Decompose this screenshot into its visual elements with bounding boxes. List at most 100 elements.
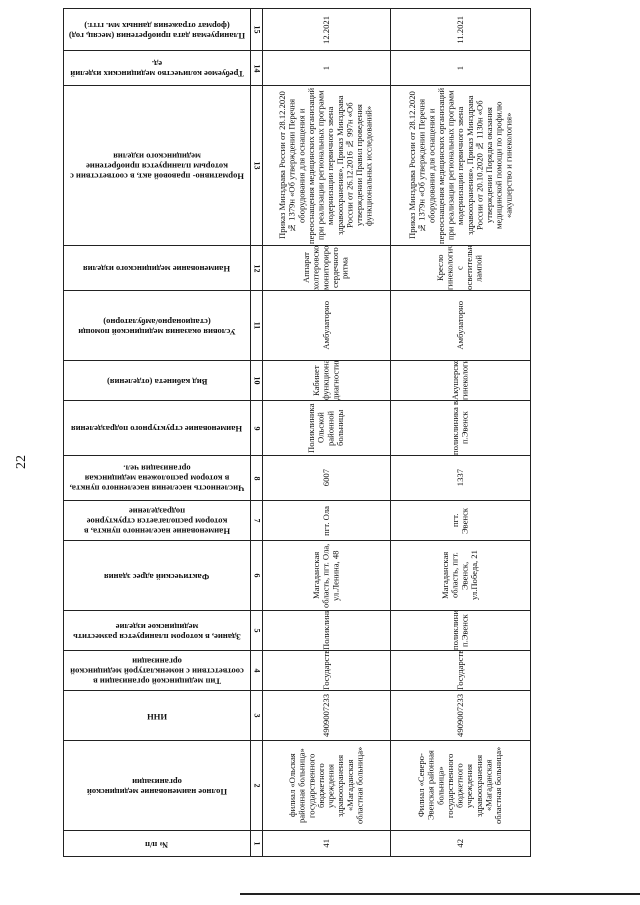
table-cell-col-14: 1 bbox=[390, 50, 531, 86]
column-number-10-text: 10 bbox=[252, 376, 261, 385]
table-cell-col-2-text: филиал «Ольская районная больница» госуд… bbox=[287, 746, 365, 825]
header-cell-15-text: Планируемая дата приобретения (месяц, го… bbox=[68, 20, 246, 41]
table-cell-col-15: 12.2021 bbox=[262, 8, 391, 51]
table-cell-col-7: пгт. Ола bbox=[262, 500, 391, 541]
table-cell-col-9-text: Поликлиника Ольской районной больницы bbox=[306, 403, 346, 453]
table-cell-col-5-text: Поликлиника bbox=[320, 610, 331, 650]
table-cell-col-2: филиал «Ольская районная больница» госуд… bbox=[262, 740, 391, 831]
table-cell-col-2-text: Филиал «Северо-Эвенская районная больниц… bbox=[416, 746, 504, 825]
header-cell-11-text: Условия оказания медицинской помощи (ста… bbox=[78, 316, 236, 337]
table-cell-col-3-text: 4909007233 bbox=[320, 694, 331, 737]
table-cell-col-12-text: Аппарат холтеровского мониторирования се… bbox=[301, 245, 350, 290]
table-cell-col-12: Аппарат холтеровского мониторирования се… bbox=[262, 245, 391, 291]
header-cell-14-text: Требуемое количество медицинских изделий… bbox=[70, 59, 244, 79]
header-cell-5-text: Здание, в котором планируется разместить… bbox=[73, 621, 241, 642]
column-number-14-text: 14 bbox=[252, 64, 261, 72]
table-cell-col-10-text: Акушерско-гинекологическое bbox=[449, 360, 470, 400]
header-cell-7: Наименование населенного пункта, в котор… bbox=[63, 500, 251, 541]
table-cell-col-4-text: Государственная bbox=[320, 650, 331, 690]
column-number-3-text: 3 bbox=[252, 713, 261, 718]
table-cell-col-13-text: Приказ Минздрава России от 28.12.2020 № … bbox=[406, 87, 513, 244]
header-cell-15: Планируемая дата приобретения (месяц, го… bbox=[63, 8, 251, 51]
table-cell-col-6: Магаданская область, пгт. Эвенск, ул.Поб… bbox=[390, 540, 531, 611]
table-cell-col-8-text: 6007 bbox=[320, 469, 331, 487]
header-cell-10-text: Вид кабинета (отделения) bbox=[106, 376, 208, 387]
table-cell-col-1-text: 42 bbox=[454, 839, 465, 848]
table-cell-col-13-text: Приказ Минздрава России от 28.12.2020 № … bbox=[277, 87, 374, 244]
column-number-11-text: 11 bbox=[252, 321, 261, 330]
table-cell-col-10-text: Кабинет функциональной диагностики bbox=[311, 360, 341, 400]
table-cell-col-8: 6007 bbox=[262, 455, 391, 501]
table-cell-col-15: 11.2021 bbox=[390, 8, 531, 51]
column-number-5-text: 5 bbox=[252, 628, 261, 633]
table-cell-col-9: поликлиника в п.Эвенск bbox=[390, 400, 531, 456]
header-cell-8: Численность населения населенного пункта… bbox=[63, 455, 251, 501]
table-cell-col-10: Акушерско-гинекологическое bbox=[390, 360, 531, 401]
table-cell-col-15-text: 11.2021 bbox=[454, 15, 465, 44]
table-cell-col-6-text: Магаданская область, пгт. Ола, ул.Ленина… bbox=[311, 543, 341, 608]
column-number-4-text: 4 bbox=[252, 668, 261, 673]
table-cell-col-4: Государственная bbox=[262, 650, 391, 691]
table-cell-col-5: Поликлиника bbox=[262, 610, 391, 651]
table-cell-col-1-text: 41 bbox=[320, 839, 331, 848]
table-cell-col-11: Амбулаторно bbox=[262, 290, 391, 361]
table-cell-col-4: Государственная bbox=[390, 650, 531, 691]
table-cell-col-3: 4909007233 bbox=[262, 690, 391, 741]
table-cell-col-14-text: 1 bbox=[320, 65, 331, 71]
header-cell-3-text: ИНН bbox=[146, 711, 168, 722]
table-cell-col-7-text: пгт. Эвенск bbox=[449, 507, 470, 534]
header-cell-8-text: Численность населения населенного пункта… bbox=[69, 464, 245, 494]
table-cell-col-9: Поликлиника Ольской районной больницы bbox=[262, 400, 391, 456]
header-cell-11: Условия оказания медицинской помощи (ста… bbox=[63, 290, 251, 361]
table-cell-col-11-text: Амбулаторно bbox=[454, 301, 465, 350]
header-cell-12-text: Наименование медицинского изделия bbox=[83, 263, 231, 274]
table-cell-col-12-text: Кресло гинекологическое с осветительной … bbox=[435, 245, 484, 290]
column-number-12-text: 12 bbox=[252, 264, 261, 272]
column-number-8-text: 8 bbox=[252, 476, 261, 480]
table-cell-col-15-text: 12.2021 bbox=[320, 15, 331, 44]
table-cell-col-1: 42 bbox=[390, 830, 531, 857]
header-cell-7-text: Наименование населенного пункта, в котор… bbox=[83, 506, 231, 537]
table-cell-col-13: Приказ Минздрава России от 28.12.2020 № … bbox=[390, 85, 531, 246]
table-cell-col-11-text: Амбулаторно bbox=[320, 301, 331, 350]
header-cell-6: Фактический адрес здания bbox=[63, 540, 251, 611]
header-cell-4: Тип медицинской организации в соответств… bbox=[63, 650, 251, 691]
column-number-6-text: 6 bbox=[252, 573, 261, 578]
header-cell-13: Нормативно- правовой акт, в соответствии… bbox=[63, 85, 251, 246]
column-number-13-text: 13 bbox=[252, 161, 261, 170]
table-cell-col-10: Кабинет функциональной диагностики bbox=[262, 360, 391, 401]
column-number-1-text: 1 bbox=[252, 841, 261, 846]
table-cell-col-12: Кресло гинекологическое с осветительной … bbox=[390, 245, 531, 291]
column-number-15-text: 15 bbox=[252, 25, 261, 34]
table-cell-col-14-text: 1 bbox=[454, 65, 465, 71]
header-cell-13-text: Нормативно- правовой акт, в соответствии… bbox=[70, 151, 244, 182]
header-cell-2: Полное наименование медицинской организа… bbox=[63, 740, 251, 831]
table-cell-col-3-text: 4909007233 bbox=[454, 694, 465, 737]
table-cell-col-7: пгт. Эвенск bbox=[390, 500, 531, 541]
table-cell-col-8: 1337 bbox=[390, 455, 531, 501]
header-cell-1: № п/п bbox=[63, 830, 251, 857]
header-cell-10: Вид кабинета (отделения) bbox=[63, 360, 251, 401]
table-cell-col-9-text: поликлиника в п.Эвенск bbox=[449, 401, 470, 455]
table-cell-col-1: 41 bbox=[262, 830, 391, 857]
bottom-rule bbox=[240, 893, 640, 895]
table-cell-col-4-text: Государственная bbox=[454, 650, 465, 690]
column-number-7-text: 7 bbox=[252, 518, 261, 523]
header-cell-3: ИНН bbox=[63, 690, 251, 741]
table-cell-col-6-text: Магаданская область, пгт. Эвенск, ул.Поб… bbox=[440, 550, 480, 601]
table-cell-col-2: Филиал «Северо-Эвенская районная больниц… bbox=[390, 740, 531, 831]
table-cell-col-8-text: 1337 bbox=[454, 469, 465, 487]
table-cell-col-11: Амбулаторно bbox=[390, 290, 531, 361]
header-cell-9-text: Наименование структурного подразделения bbox=[71, 423, 243, 434]
header-cell-14: Требуемое количество медицинских изделий… bbox=[63, 50, 251, 86]
header-cell-9: Наименование структурного подразделения bbox=[63, 400, 251, 456]
table-cell-col-6: Магаданская область, пгт. Ола, ул.Ленина… bbox=[262, 540, 391, 611]
table-cell-col-13: Приказ Минздрава России от 28.12.2020 № … bbox=[262, 85, 391, 246]
table-cell-col-14: 1 bbox=[262, 50, 391, 86]
table-cell-col-5-text: поликлиника п.Эвенск bbox=[449, 610, 470, 650]
page-number: 22 bbox=[14, 455, 29, 469]
column-number-2-text: 2 bbox=[252, 783, 261, 788]
header-cell-4-text: Тип медицинской организации в соответств… bbox=[70, 656, 244, 687]
header-cell-5: Здание, в котором планируется разместить… bbox=[63, 610, 251, 651]
table-cell-col-5: поликлиника п.Эвенск bbox=[390, 610, 531, 651]
